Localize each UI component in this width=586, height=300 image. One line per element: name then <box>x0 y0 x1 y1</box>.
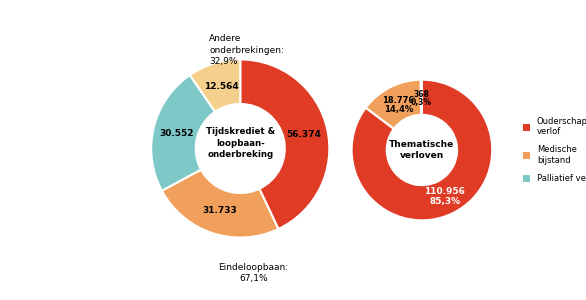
Text: 31.733: 31.733 <box>203 206 237 215</box>
Text: Thematische
verloven: Thematische verloven <box>389 140 455 160</box>
Text: 368: 368 <box>414 90 430 99</box>
Legend: Ouderschaps-
verlof, Medische
bijstand, Palliatief verlof: Ouderschaps- verlof, Medische bijstand, … <box>523 117 586 183</box>
Text: 30.552: 30.552 <box>160 129 195 138</box>
Text: 12.564: 12.564 <box>203 82 239 91</box>
Text: Tijdskrediet &
loopbaan-
onderbreking: Tijdskrediet & loopbaan- onderbreking <box>206 127 275 160</box>
Text: 85,3%: 85,3% <box>430 197 461 206</box>
Text: 18.776: 18.776 <box>383 95 415 104</box>
Text: Eindeloopbaan:
67,1%: Eindeloopbaan: 67,1% <box>219 262 289 283</box>
Wedge shape <box>421 80 422 115</box>
Wedge shape <box>162 169 278 238</box>
Text: Andere
onderbrekingen:
32,9%: Andere onderbrekingen: 32,9% <box>209 34 284 66</box>
Wedge shape <box>240 59 329 229</box>
Wedge shape <box>151 75 215 191</box>
Text: 110.956: 110.956 <box>424 187 465 196</box>
Text: 14,4%: 14,4% <box>384 105 413 114</box>
Text: 0,3%: 0,3% <box>411 98 432 107</box>
Text: 56.374: 56.374 <box>287 130 321 139</box>
Wedge shape <box>366 80 421 129</box>
Wedge shape <box>352 80 492 220</box>
Wedge shape <box>190 59 240 112</box>
